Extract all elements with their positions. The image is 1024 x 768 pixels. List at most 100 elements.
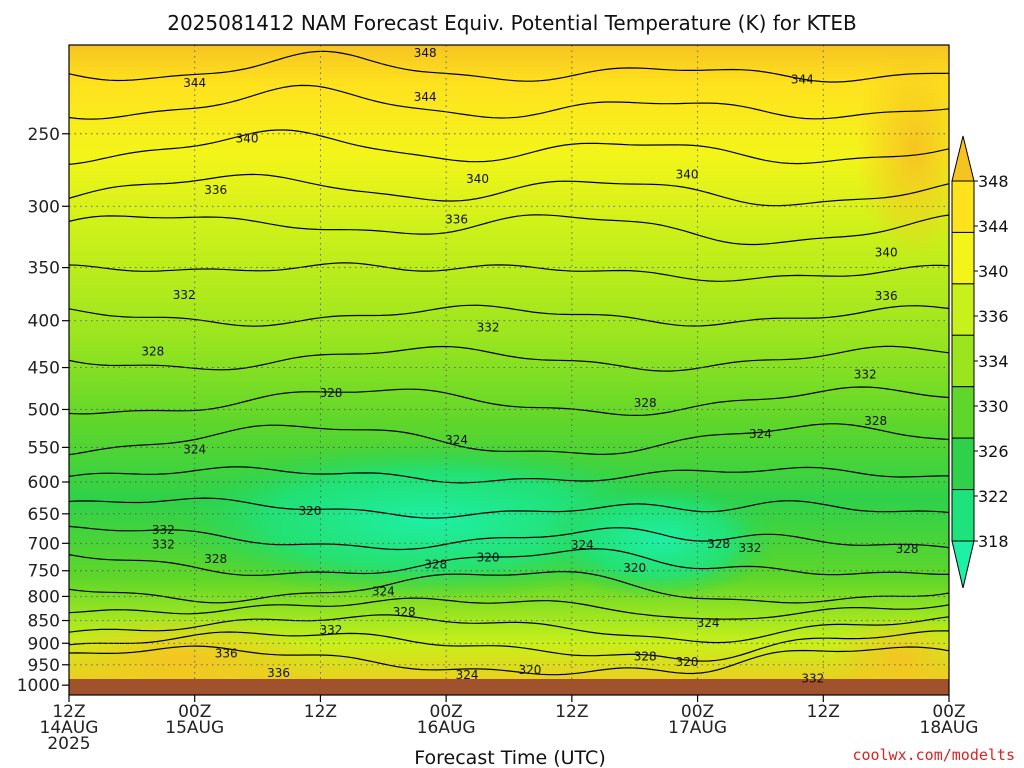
contour-label: 320 (298, 504, 321, 518)
contour-label: 336 (267, 666, 290, 680)
x-tick-label: 00Z (932, 702, 965, 722)
warm-region-surface-west (69, 615, 320, 695)
warm-region-surface-east (830, 615, 949, 695)
x-tick-label: 18AUG (920, 718, 979, 738)
plot-area (69, 45, 949, 695)
contour-label: 324 (372, 584, 395, 598)
terrain-strip (69, 679, 949, 695)
contour-line (69, 525, 949, 551)
contour-label: 332 (477, 321, 500, 335)
contour-label: 340 (466, 172, 489, 186)
contour-line (69, 466, 949, 484)
contour-line (69, 214, 949, 246)
contour-label: 324 (697, 616, 720, 630)
x-tick-label: 00Z (430, 702, 463, 722)
contour-label: 320 (623, 561, 646, 575)
contour-line (69, 345, 949, 372)
contour-line (69, 304, 949, 327)
contour-label: 332 (801, 671, 824, 685)
colorbar-top-arrow (951, 135, 975, 182)
contour-label: 320 (518, 663, 541, 677)
y-tick-label: 350 (28, 259, 60, 279)
contour-label: 328 (424, 557, 447, 571)
y-tick-label: 300 (28, 197, 60, 217)
contour-label: 344 (183, 76, 206, 90)
contour-label: 328 (634, 396, 657, 410)
x-tick-label: 12Z (807, 702, 840, 722)
x-tick-label: 12Z (304, 702, 337, 722)
colorbar-label: 322 (978, 487, 1009, 506)
contour-label: 336 (445, 212, 468, 226)
contour-label: 328 (707, 537, 730, 551)
contour-label: 328 (634, 649, 657, 663)
x-tick-label: 14AUG (40, 718, 99, 738)
contour-label: 324 (571, 538, 594, 552)
y-axis: 2503003504004505005506006507007508008509… (17, 125, 69, 696)
contour-label: 340 (236, 132, 259, 146)
contour-label: 348 (414, 46, 437, 60)
colorbar-bottom-arrow (951, 540, 975, 589)
contour-lines (69, 50, 949, 676)
x-tick-label: 00Z (681, 702, 714, 722)
x-tick-label: 00Z (178, 702, 211, 722)
colorbar-segment (951, 180, 975, 233)
contour-label: 328 (141, 344, 164, 358)
colorbar-label: 330 (978, 397, 1009, 416)
contour-label: 336 (215, 647, 238, 661)
contour-label: 344 (791, 72, 814, 86)
contour-label: 332 (738, 541, 761, 555)
contour-label: 324 (183, 443, 206, 457)
y-tick-label: 850 (28, 612, 60, 632)
colorbar-segment (951, 334, 975, 388)
colorbar-label: 348 (978, 172, 1009, 191)
y-tick-label: 550 (28, 438, 60, 458)
cool-core-region-east (540, 480, 780, 600)
contour-line (69, 630, 949, 662)
contour-label: 336 (204, 183, 227, 197)
contour-label: 328 (864, 414, 887, 428)
contour-label: 332 (173, 288, 196, 302)
x-tick-label: 16AUG (417, 718, 476, 738)
colorbar: 348 344 340 336 334 330 326 322 318 (951, 135, 1009, 589)
contour-line (69, 614, 949, 644)
contour-line (69, 423, 949, 456)
y-tick-label: 900 (28, 634, 60, 654)
colorbar-label: 336 (978, 307, 1009, 326)
colorbar-label: 340 (978, 262, 1009, 281)
contour-label: 336 (875, 289, 898, 303)
contour-line (69, 84, 949, 120)
contour-label: 332 (152, 523, 175, 537)
y-tick-label: 950 (28, 656, 60, 676)
contour-line (69, 570, 949, 604)
x-tick-label: 2025 (47, 734, 90, 754)
y-tick-label: 650 (28, 505, 60, 525)
contour-label: 324 (456, 668, 479, 682)
y-tick-label: 750 (28, 562, 60, 582)
contour-label: 324 (749, 427, 772, 441)
contour-label: 324 (445, 433, 468, 447)
y-tick-label: 600 (28, 473, 60, 493)
colorbar-segment (951, 231, 975, 285)
contour-label: 340 (875, 246, 898, 260)
y-tick-label: 1000 (17, 676, 60, 696)
contour-label: 328 (204, 552, 227, 566)
contour-label: 344 (414, 90, 437, 104)
colorbar-label: 326 (978, 442, 1009, 461)
contour-label: 332 (152, 537, 175, 551)
contour-label: 320 (676, 655, 699, 669)
chart-title: 2025081412 NAM Forecast Equiv. Potential… (167, 11, 857, 35)
colorbar-segment (951, 283, 975, 336)
colorbar-label: 318 (978, 532, 1009, 551)
contour-line (69, 497, 949, 519)
contour-label: 340 (676, 168, 699, 182)
field-background (69, 45, 949, 695)
y-tick-label: 250 (28, 125, 60, 145)
contour-line (69, 386, 949, 417)
colorbar-segment (951, 386, 975, 439)
y-tick-label: 700 (28, 534, 60, 554)
contour-label: 320 (477, 550, 500, 564)
plot-frame (68, 44, 950, 696)
credit-link[interactable]: coolwx.com/modelts (852, 746, 1015, 764)
